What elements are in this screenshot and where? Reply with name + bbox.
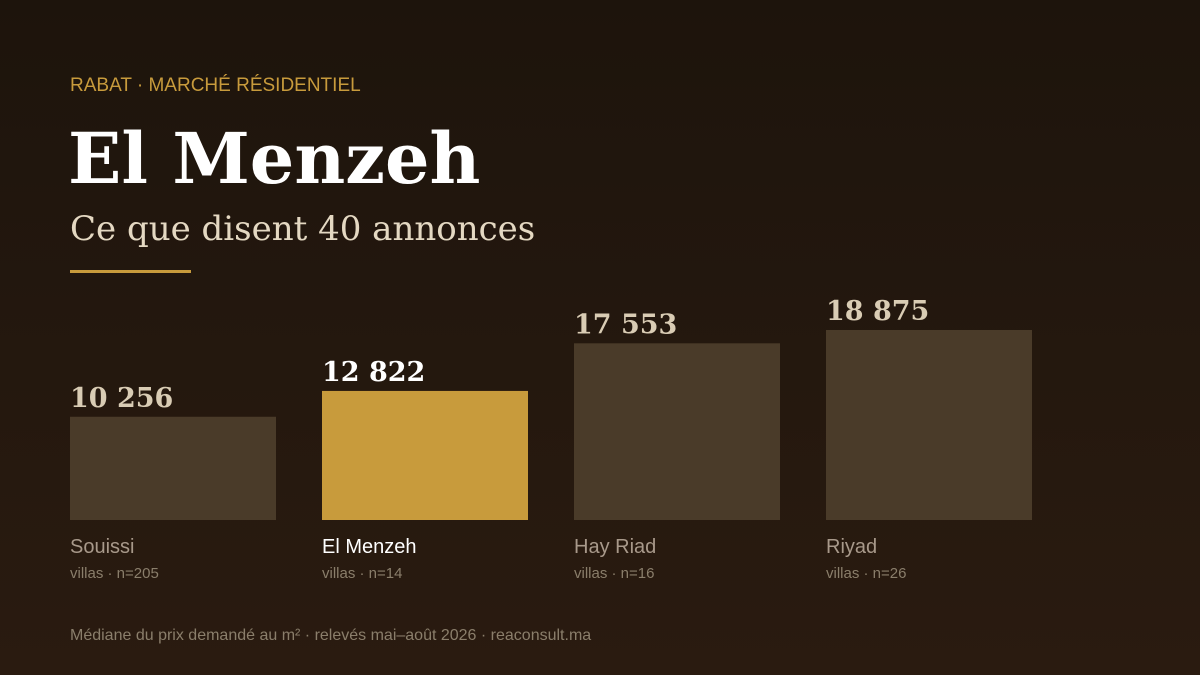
chart-title: El Menzeh: [68, 117, 480, 200]
bar-sublabel: villas · n=14: [322, 565, 402, 582]
value-label: 12 822: [322, 357, 425, 388]
bar-sublabel: villas · n=205: [70, 565, 159, 582]
bar-sublabel: villas · n=16: [574, 565, 654, 582]
value-label: 18 875: [826, 296, 929, 327]
x-tick-label: Souissi: [70, 536, 134, 558]
value-label: 10 256: [70, 383, 173, 414]
bar-sublabel: villas · n=26: [826, 565, 906, 582]
eyebrow: RABAT · MARCHÉ RÉSIDENTIEL: [70, 75, 361, 96]
bar: [826, 330, 1032, 520]
bar: [322, 390, 528, 520]
x-tick-label: Riyad: [826, 536, 877, 558]
x-tick-label: Hay Riad: [574, 536, 656, 558]
bar: [70, 416, 276, 520]
footnote: Médiane du prix demandé au m² · relevés …: [70, 627, 591, 644]
x-tick-label: El Menzeh: [322, 536, 417, 558]
value-label: 17 553: [574, 309, 677, 340]
chart-subtitle: Ce que disent 40 annonces: [70, 209, 535, 249]
bar: [574, 343, 780, 520]
